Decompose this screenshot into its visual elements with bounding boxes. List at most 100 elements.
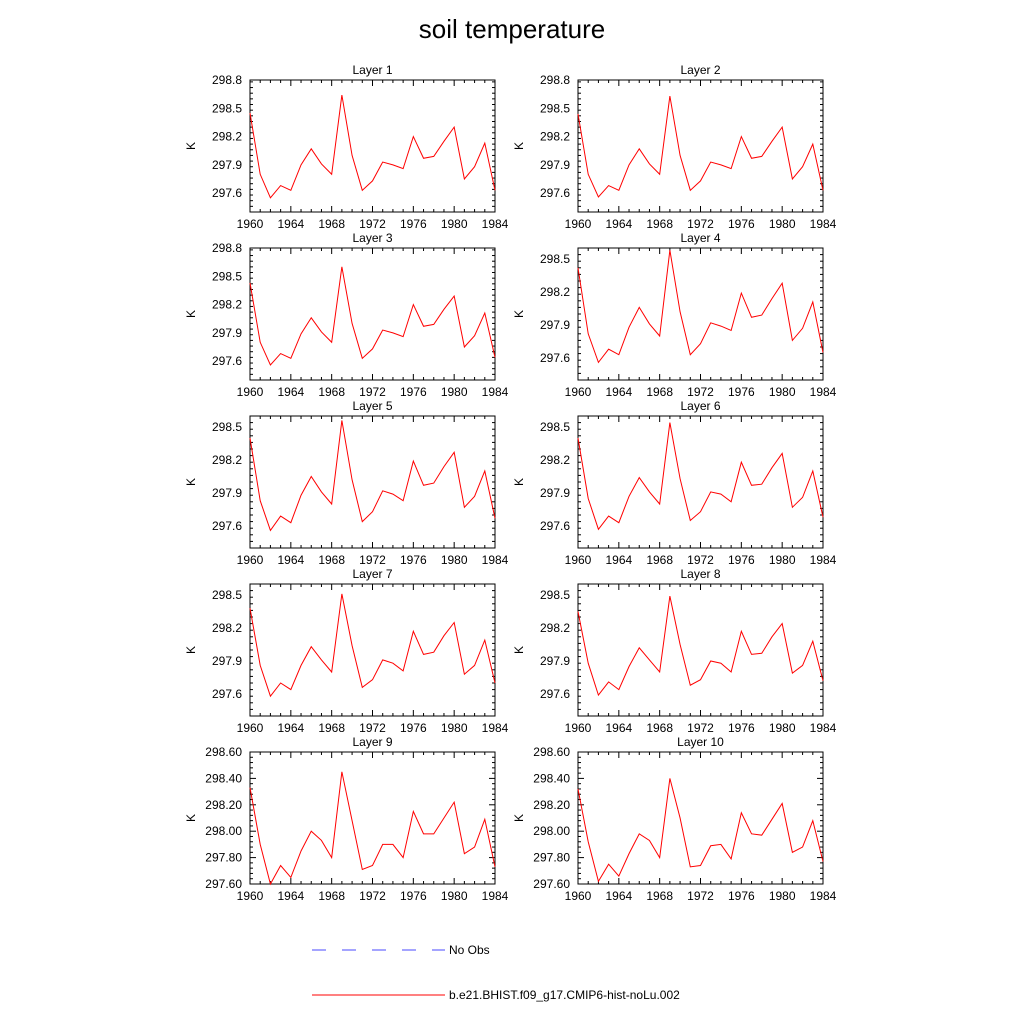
x-tick-label: 1972 [359, 217, 386, 231]
x-tick-label: 1964 [277, 889, 304, 903]
x-tick-label: 1960 [237, 385, 264, 399]
x-tick-label: 1964 [605, 217, 632, 231]
x-tick-label: 1972 [359, 553, 386, 567]
x-tick-label: 1976 [728, 889, 755, 903]
plot-frame [577, 751, 824, 885]
panel-9: Layer 9 K 1960 1964 1968 1972 1976 1980 1984 297.… [184, 735, 509, 903]
y-tick-label: 298.5 [212, 101, 242, 115]
x-tick-label: 1980 [441, 721, 468, 735]
y-tick-label: 298.2 [540, 285, 570, 299]
panel-title: Layer 3 [352, 231, 392, 245]
y-tick-label: 298.2 [540, 453, 570, 467]
plot-frame [249, 751, 496, 885]
y-tick-label: 297.9 [540, 486, 570, 500]
x-tick-label: 1972 [687, 553, 714, 567]
y-tick-label: 298.8 [212, 241, 242, 255]
y-tick-label: 297.9 [212, 326, 242, 340]
y-tick-label: 298.00 [533, 824, 570, 838]
panel-8: Layer 8 K 1960 1964 1968 1972 1976 1980 1984 297.… [512, 567, 837, 735]
x-tick-label: 1980 [769, 889, 796, 903]
y-tick-label: 298.2 [540, 621, 570, 635]
series-line [249, 266, 496, 366]
plot-frame [577, 583, 824, 717]
x-tick-label: 1980 [441, 553, 468, 567]
x-tick-label: 1968 [646, 553, 673, 567]
x-tick-label: 1960 [565, 889, 592, 903]
y-tick-label: 297.6 [212, 186, 242, 200]
y-tick-label: 298.5 [540, 101, 570, 115]
y-tick-label: 298.5 [212, 269, 242, 283]
x-tick-label: 1984 [810, 721, 837, 735]
y-tick-label: 298.40 [533, 771, 570, 785]
x-tick-label: 1972 [359, 889, 386, 903]
x-tick-label: 1964 [277, 553, 304, 567]
series-line [577, 95, 824, 198]
x-tick-label: 1984 [810, 553, 837, 567]
y-tick-label: 297.6 [540, 687, 570, 701]
panel-title: Layer 5 [352, 399, 392, 413]
x-tick-label: 1972 [687, 721, 714, 735]
y-axis-label: K [512, 478, 526, 486]
plot-frame [577, 415, 824, 549]
x-tick-label: 1960 [237, 721, 264, 735]
y-tick-label: 298.40 [205, 771, 242, 785]
y-tick-label: 297.80 [205, 851, 242, 865]
y-tick-label: 298.5 [212, 588, 242, 602]
y-tick-label: 298.8 [540, 73, 570, 87]
x-tick-label: 1980 [769, 553, 796, 567]
x-tick-label: 1984 [810, 217, 837, 231]
y-axis-label: K [184, 478, 198, 486]
x-tick-label: 1964 [605, 553, 632, 567]
y-tick-label: 297.9 [212, 486, 242, 500]
panel-title: Layer 6 [680, 399, 720, 413]
y-tick-label: 298.00 [205, 824, 242, 838]
y-tick-label: 298.60 [533, 745, 570, 759]
y-tick-label: 298.2 [212, 130, 242, 144]
y-axis-label: K [184, 142, 198, 150]
y-axis-label: K [512, 310, 526, 318]
y-axis-label: K [512, 142, 526, 150]
panel-2: Layer 2 K 1960 1964 1968 1972 1976 1980 1984 297.… [512, 63, 837, 231]
y-tick-label: 297.80 [533, 851, 570, 865]
x-tick-label: 1984 [482, 385, 509, 399]
panel-title: Layer 7 [352, 567, 392, 581]
x-tick-label: 1976 [400, 889, 427, 903]
y-tick-label: 297.6 [540, 186, 570, 200]
x-tick-label: 1972 [359, 721, 386, 735]
x-tick-label: 1972 [687, 889, 714, 903]
series-line [249, 771, 496, 886]
x-tick-label: 1968 [318, 889, 345, 903]
y-tick-label: 298.20 [533, 798, 570, 812]
plot-frame [249, 415, 496, 549]
chart-main-title: soil temperature [418, 14, 606, 44]
x-tick-label: 1984 [810, 385, 837, 399]
series-line [577, 250, 824, 364]
y-tick-label: 297.6 [540, 351, 570, 365]
y-axis-label: K [184, 646, 198, 654]
x-tick-label: 1972 [687, 217, 714, 231]
x-tick-label: 1980 [441, 889, 468, 903]
y-tick-label: 298.5 [540, 252, 570, 266]
x-tick-label: 1976 [728, 217, 755, 231]
x-tick-label: 1976 [728, 385, 755, 399]
plot-frame [249, 583, 496, 717]
panel-title: Layer 1 [352, 63, 392, 77]
x-tick-label: 1964 [605, 385, 632, 399]
x-tick-label: 1968 [318, 217, 345, 231]
series-line [249, 420, 496, 532]
y-tick-label: 298.2 [212, 453, 242, 467]
x-tick-label: 1976 [400, 553, 427, 567]
y-tick-label: 298.5 [212, 420, 242, 434]
x-tick-label: 1968 [318, 721, 345, 735]
panel-title: Layer 9 [352, 735, 392, 749]
y-tick-label: 297.9 [212, 654, 242, 668]
x-tick-label: 1976 [400, 217, 427, 231]
panel-4: Layer 4 K 1960 1964 1968 1972 1976 1980 1984 297.… [512, 231, 837, 399]
x-tick-label: 1984 [482, 889, 509, 903]
panel-title: Layer 4 [680, 231, 720, 245]
x-tick-label: 1984 [482, 217, 509, 231]
x-tick-label: 1980 [769, 385, 796, 399]
x-tick-label: 1964 [277, 217, 304, 231]
y-tick-label: 297.9 [540, 158, 570, 172]
x-tick-label: 1960 [237, 889, 264, 903]
